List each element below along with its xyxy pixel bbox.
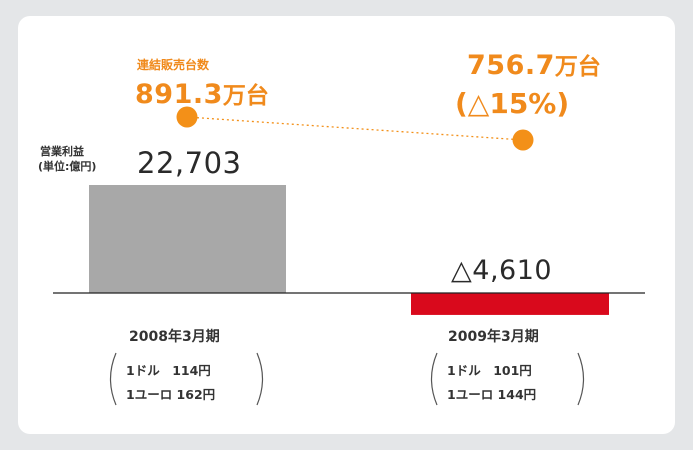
rates-2008-left-paren	[109, 352, 117, 406]
sales-value-2008: 891.3万台	[135, 76, 269, 110]
sales-number-2008: 891.3	[135, 79, 223, 110]
rate-eur-2008: 1ユーロ 162円	[126, 387, 216, 402]
sales-line	[186, 116, 524, 141]
sales-unit-2009: 万台	[554, 54, 601, 80]
category-label-2009: 2009年3月期	[448, 329, 539, 345]
rates-2009-left-paren	[430, 352, 438, 406]
rate-usd-2009: 1ドル 101円	[447, 363, 532, 378]
sales-change-label: (△15%)	[455, 87, 570, 120]
bar-2008	[89, 185, 286, 293]
category-label-2008: 2008年3月期	[129, 329, 220, 345]
sales-point-2009	[512, 129, 534, 151]
sales-number-2009: 756.7	[467, 50, 555, 81]
sales-unit-2008: 万台	[222, 83, 269, 109]
bar-value-label-2008: 22,703	[137, 146, 242, 180]
bar-value-label-2009: △4,610	[451, 255, 553, 286]
bar-2009	[411, 293, 609, 315]
rates-2009-right-paren	[577, 352, 585, 406]
rates-2008-right-paren	[256, 352, 264, 406]
rate-usd-2008: 1ドル 114円	[126, 363, 211, 378]
sales-value-2009: 756.7万台	[467, 47, 601, 81]
line-series-label: 連結販売台数	[137, 58, 210, 72]
bar-series-unit: (単位:億円)	[38, 160, 97, 173]
sales-point-2008	[176, 106, 198, 128]
bar-series-label: 営業利益	[40, 145, 84, 158]
rate-eur-2009: 1ユーロ 144円	[447, 387, 537, 402]
